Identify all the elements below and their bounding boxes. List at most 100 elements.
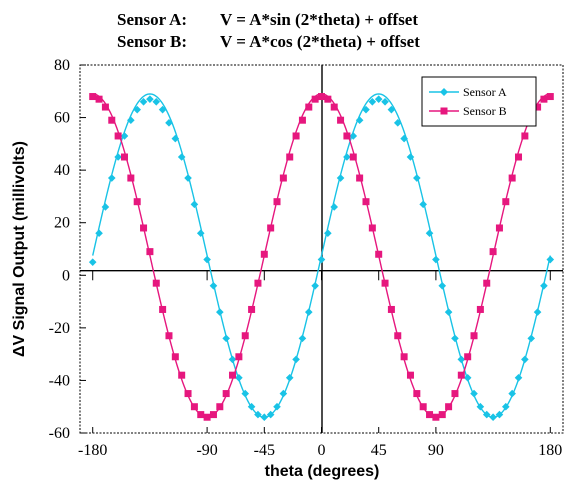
data-point-sensor-a <box>222 334 230 343</box>
x-axis-title: theta (degrees) <box>265 463 380 480</box>
data-point-sensor-a <box>241 389 250 398</box>
data-point-sensor-a <box>425 229 434 238</box>
data-point-sensor-b <box>546 93 554 101</box>
data-point-sensor-a <box>279 389 288 398</box>
data-point-sensor-b <box>292 132 300 140</box>
data-point-sensor-b <box>203 413 211 421</box>
data-point-sensor-b <box>489 248 497 256</box>
data-point-sensor-a <box>444 308 453 316</box>
data-point-sensor-b <box>286 153 294 161</box>
data-point-sensor-b <box>432 413 440 421</box>
data-point-sensor-a <box>304 308 313 316</box>
data-point-sensor-b <box>89 93 97 101</box>
data-point-sensor-a <box>463 374 472 382</box>
data-point-sensor-b <box>298 116 306 124</box>
data-point-sensor-b <box>248 305 256 313</box>
data-point-sensor-a <box>101 203 110 211</box>
x-tick-label: 90 <box>428 442 444 459</box>
data-point-sensor-b <box>495 224 503 232</box>
data-point-sensor-b <box>457 371 465 379</box>
data-point-sensor-b <box>470 332 478 340</box>
data-point-sensor-a <box>88 258 97 266</box>
y-tick-label: 20 <box>54 215 70 232</box>
data-point-sensor-a <box>285 374 294 382</box>
data-point-sensor-a <box>228 355 237 364</box>
data-point-sensor-a <box>120 132 129 140</box>
data-point-sensor-a <box>508 389 516 398</box>
data-point-sensor-b <box>165 332 173 340</box>
data-point-sensor-a <box>489 413 497 422</box>
data-point-sensor-a <box>273 402 281 411</box>
x-tick-label: 0 <box>318 442 326 459</box>
y-axis-title: ΔV Signal Output (millivolts) <box>11 141 28 357</box>
data-point-sensor-a <box>165 119 173 127</box>
data-point-sensor-a <box>533 308 542 316</box>
data-point-sensor-b <box>324 95 332 103</box>
x-tick-label: -45 <box>254 442 275 459</box>
data-point-sensor-a <box>292 355 300 364</box>
data-point-sensor-b <box>95 95 103 103</box>
title-line-1-sensor: Sensor A: <box>117 10 187 29</box>
series-layer <box>88 93 555 422</box>
data-point-sensor-a <box>368 98 377 106</box>
data-point-sensor-b <box>451 390 459 398</box>
data-point-sensor-a <box>146 95 154 103</box>
data-point-sensor-b <box>406 371 414 379</box>
y-tick-label: 40 <box>54 162 70 179</box>
data-point-sensor-b <box>197 411 205 419</box>
data-point-sensor-b <box>387 305 395 313</box>
data-point-sensor-b <box>101 103 109 111</box>
data-point-sensor-b <box>349 153 357 161</box>
data-point-sensor-b <box>216 403 224 411</box>
legend-box <box>421 76 537 127</box>
data-point-sensor-b <box>178 371 186 379</box>
data-point-sensor-b <box>508 174 516 182</box>
data-point-sensor-b <box>171 353 179 361</box>
data-point-sensor-b <box>159 305 167 313</box>
legend: Sensor A Sensor B <box>421 76 537 127</box>
data-point-sensor-a <box>406 153 415 161</box>
data-point-sensor-a <box>254 410 262 419</box>
data-point-sensor-a <box>324 229 332 238</box>
data-point-sensor-b <box>362 198 370 206</box>
data-point-sensor-b <box>146 248 154 256</box>
data-point-sensor-a <box>502 402 510 411</box>
x-tick-label: -180 <box>78 442 107 459</box>
x-ticks: -180 -90 -45 0 45 90 180 <box>78 270 562 459</box>
title-line-2-formula: V = A*cos (2*theta) + offset <box>220 32 420 51</box>
data-point-sensor-a <box>362 105 370 114</box>
data-point-sensor-a <box>266 410 275 419</box>
data-point-sensor-a <box>177 153 186 161</box>
data-point-sensor-b <box>413 390 421 398</box>
data-point-sensor-b <box>114 132 122 140</box>
data-point-sensor-a <box>235 374 243 382</box>
data-point-sensor-b <box>184 390 192 398</box>
data-point-sensor-a <box>381 98 389 106</box>
data-point-sensor-a <box>260 413 269 422</box>
data-point-sensor-b <box>127 174 135 182</box>
x-tick-label: 180 <box>538 442 562 459</box>
y-tick-label: 80 <box>54 57 70 74</box>
data-point-sensor-a <box>355 116 364 124</box>
data-point-sensor-b <box>343 132 351 140</box>
x-tick-label: 45 <box>371 442 387 459</box>
legend-label-sensor-a: Sensor A <box>463 85 507 99</box>
legend-label-sensor-b: Sensor B <box>463 104 507 118</box>
data-point-sensor-b <box>438 411 446 419</box>
data-point-sensor-b <box>235 353 243 361</box>
data-point-sensor-b <box>305 103 313 111</box>
data-point-sensor-a <box>114 153 122 161</box>
data-point-sensor-b <box>120 153 128 161</box>
data-point-sensor-a <box>495 410 504 419</box>
data-point-sensor-a <box>336 174 345 182</box>
data-point-sensor-b <box>229 371 237 379</box>
data-point-sensor-a <box>514 374 523 382</box>
data-point-sensor-a <box>387 105 396 114</box>
data-point-sensor-a <box>311 282 319 290</box>
x-tick-label: -90 <box>196 442 217 459</box>
data-point-sensor-a <box>482 410 491 419</box>
data-point-sensor-b <box>209 411 217 419</box>
data-point-sensor-a <box>330 203 339 211</box>
data-point-sensor-b <box>368 224 376 232</box>
